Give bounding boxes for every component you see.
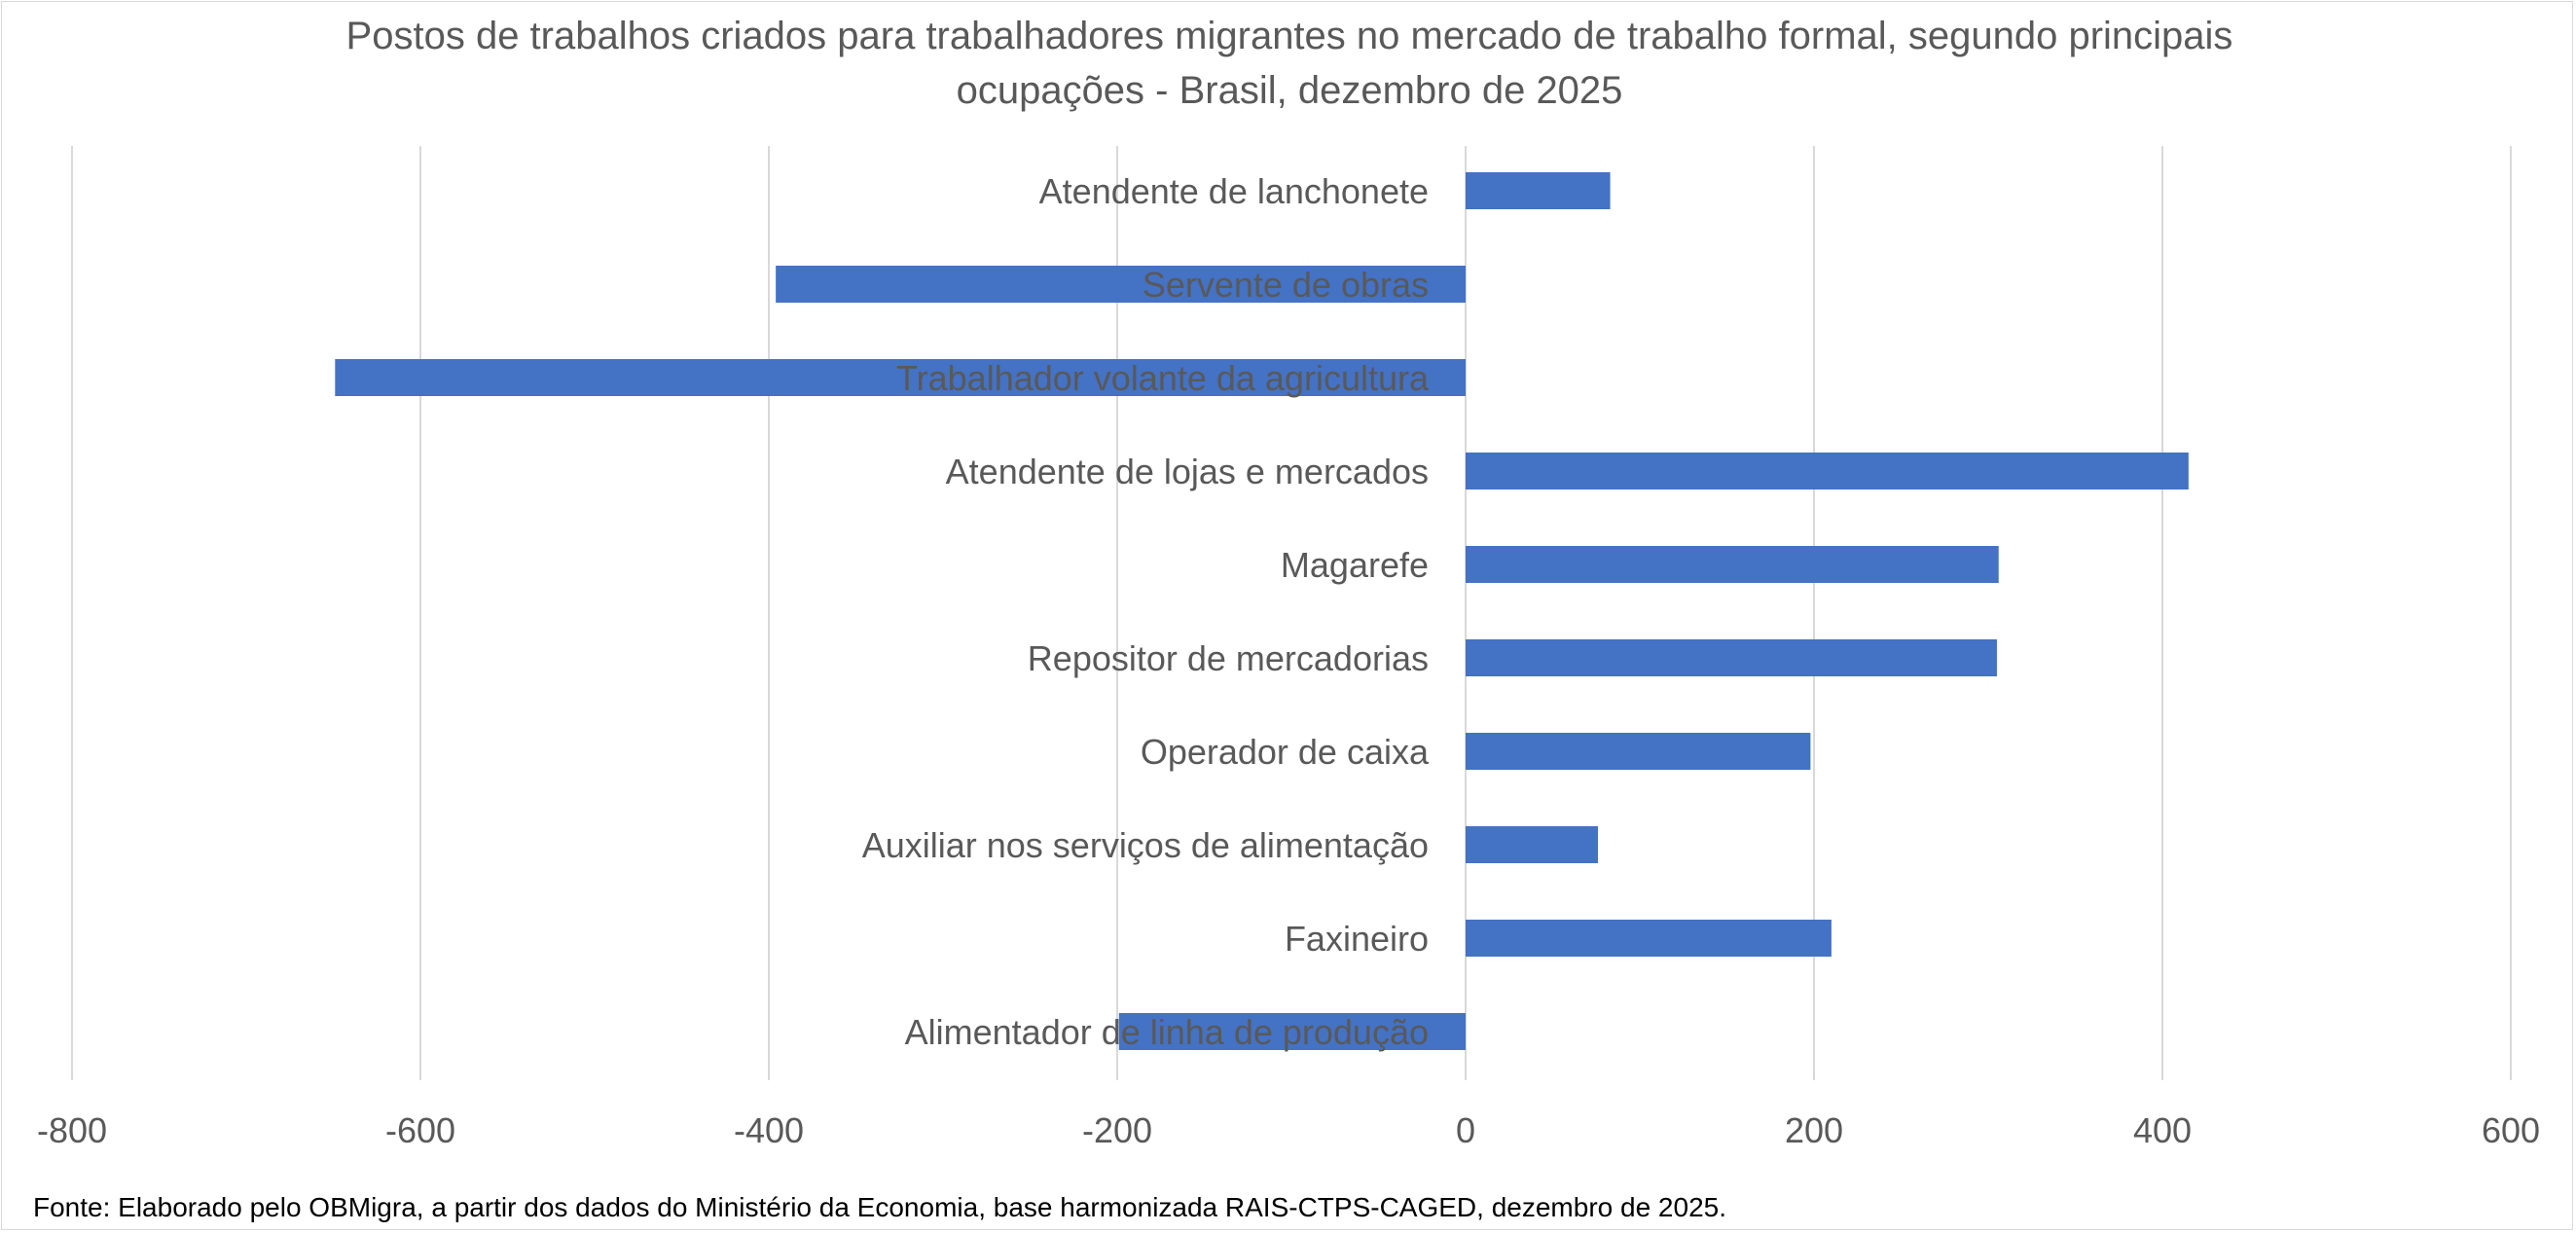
x-tick-label: 0 <box>1456 1110 1475 1150</box>
category-label: Operador de caixa <box>1141 732 1430 772</box>
x-tick-label: -200 <box>1082 1110 1152 1150</box>
category-label: Magarefe <box>1281 545 1429 585</box>
bar <box>1466 639 1997 676</box>
bar <box>1118 1013 1466 1050</box>
bars <box>335 172 2189 1050</box>
category-label: Atendente de lojas e mercados <box>946 452 1429 491</box>
x-tick-label: 600 <box>2482 1110 2540 1150</box>
bar <box>335 359 1466 396</box>
category-label: Servente de obras <box>1143 265 1429 305</box>
chart-title-line-1: Postos de trabalhos criados para trabalh… <box>346 15 2233 57</box>
category-label: Auxiliar nos serviços de alimentação <box>862 825 1429 865</box>
bar <box>1466 453 2189 490</box>
bar <box>1466 172 1611 209</box>
bar <box>1466 826 1599 863</box>
x-tick-label: -400 <box>734 1110 804 1150</box>
category-label: Atendente de lanchonete <box>1039 171 1429 211</box>
chart-title-line-2: ocupações - Brasil, dezembro de 2025 <box>957 69 1623 112</box>
source-note: Fonte: Elaborado pelo OBMigra, a partir … <box>33 1192 1726 1222</box>
category-label: Repositor de mercadorias <box>1028 638 1429 678</box>
category-label: Faxineiro <box>1285 919 1429 959</box>
category-label: Trabalhador volante da agricultura <box>896 358 1430 398</box>
category-label: Alimentador de linha de produção <box>905 1012 1429 1052</box>
category-labels: Atendente de lanchonete Servente de obras… <box>862 171 1430 1052</box>
bar <box>1466 733 1811 770</box>
bar <box>1466 920 1832 957</box>
bar <box>776 266 1466 303</box>
x-tick-label: -800 <box>37 1110 107 1150</box>
x-tick-label: 400 <box>2133 1110 2192 1150</box>
x-tick-label: 200 <box>1785 1110 1843 1150</box>
x-tick-label: -600 <box>385 1110 455 1150</box>
bar <box>1466 546 1999 583</box>
x-axis-tick-labels: -800 -600 -400 -200 0 200 400 600 <box>37 1110 2540 1150</box>
